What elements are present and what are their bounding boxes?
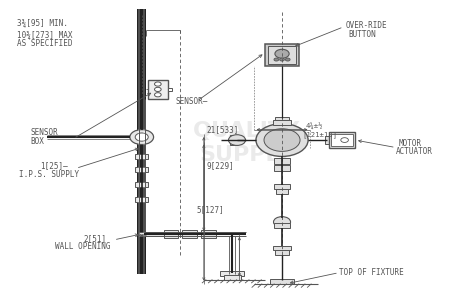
- Text: 2[51]: 2[51]: [83, 234, 106, 243]
- Circle shape: [228, 135, 246, 145]
- Bar: [135, 154, 148, 159]
- Circle shape: [256, 124, 308, 156]
- Text: 1[25]–: 1[25]–: [40, 161, 68, 170]
- Text: 21[533]: 21[533]: [206, 125, 238, 134]
- Text: SENSOR: SENSOR: [31, 128, 59, 137]
- Circle shape: [280, 58, 284, 61]
- Circle shape: [155, 93, 161, 97]
- Bar: [275, 117, 289, 120]
- Text: BUTTON: BUTTON: [348, 30, 376, 39]
- Circle shape: [274, 58, 279, 61]
- Circle shape: [135, 133, 148, 141]
- Text: I.P.S. SUPPLY: I.P.S. SUPPLY: [19, 170, 79, 179]
- Circle shape: [275, 49, 289, 58]
- Bar: [168, 88, 172, 91]
- Text: 3¾[95] MIN.: 3¾[95] MIN.: [17, 18, 67, 27]
- Bar: [329, 132, 355, 148]
- Text: 4¾±½: 4¾±½: [306, 123, 323, 130]
- Text: TOP OF FIXTURE: TOP OF FIXTURE: [339, 268, 404, 277]
- Text: MOTOR: MOTOR: [398, 139, 421, 148]
- Bar: [274, 223, 290, 228]
- Text: SENSOR–: SENSOR–: [175, 97, 208, 106]
- Circle shape: [155, 87, 161, 91]
- Circle shape: [341, 138, 348, 142]
- Bar: [274, 184, 290, 189]
- Text: AS SPECIFIED: AS SPECIFIED: [17, 39, 72, 48]
- Bar: [273, 120, 291, 125]
- Bar: [275, 250, 289, 255]
- Bar: [139, 232, 186, 236]
- Text: OVER-RIDE: OVER-RIDE: [346, 21, 388, 30]
- Text: 9[229]: 9[229]: [206, 161, 234, 170]
- Bar: [135, 197, 148, 202]
- Text: QUALITY
SUPPLY: QUALITY SUPPLY: [193, 122, 300, 164]
- Bar: [274, 158, 290, 164]
- Circle shape: [130, 130, 154, 145]
- Text: [121±13]: [121±13]: [302, 131, 337, 138]
- Text: 10¾[273] MAX: 10¾[273] MAX: [17, 30, 72, 39]
- Bar: [265, 44, 299, 66]
- Bar: [182, 230, 197, 238]
- Circle shape: [264, 129, 300, 151]
- Text: ACTUATOR: ACTUATOR: [396, 148, 433, 156]
- Bar: [230, 135, 237, 145]
- Bar: [268, 46, 296, 64]
- Circle shape: [155, 82, 161, 86]
- Circle shape: [273, 217, 291, 227]
- Bar: [331, 134, 353, 146]
- Bar: [201, 230, 216, 238]
- Bar: [148, 80, 168, 99]
- Bar: [220, 271, 244, 276]
- Bar: [270, 279, 294, 284]
- Bar: [273, 246, 291, 250]
- Bar: [224, 275, 241, 280]
- Text: WALL OPENING: WALL OPENING: [55, 242, 110, 251]
- Bar: [137, 9, 146, 274]
- Circle shape: [285, 58, 290, 61]
- Bar: [276, 189, 288, 194]
- Bar: [325, 136, 329, 144]
- Bar: [274, 165, 290, 171]
- Bar: [164, 230, 178, 238]
- Text: 5[127]: 5[127]: [197, 206, 225, 215]
- Bar: [135, 167, 148, 172]
- Text: BOX: BOX: [31, 137, 45, 146]
- Bar: [135, 182, 148, 187]
